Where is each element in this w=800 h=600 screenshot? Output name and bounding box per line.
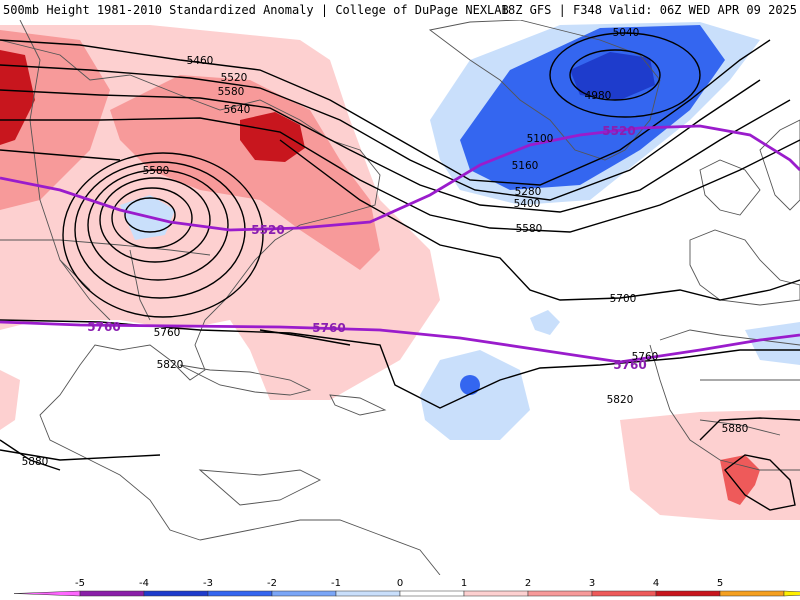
reference-contours <box>0 124 800 364</box>
colorbar-swatch <box>335 590 401 597</box>
reference-contour-label: 5760 <box>312 321 345 335</box>
colorbar-tick-label: -4 <box>139 578 149 589</box>
colorbar-tick-labels: -5 -4 -3 -2 -1 0 1 2 3 4 5 <box>75 578 723 589</box>
reference-label-layer: 5520 5520 5760 5760 5760 <box>87 124 646 372</box>
positive-anomaly-shading <box>0 25 800 520</box>
colorbar-tick-label: 1 <box>461 578 467 589</box>
contour-label: 5880 <box>22 456 49 468</box>
colorbar-tick-label: 5 <box>717 578 723 589</box>
contour-label: 5280 <box>515 186 542 198</box>
colorbar-swatch <box>207 590 273 597</box>
colorbar-swatch <box>399 590 465 597</box>
colorbar-tick-label: 2 <box>525 578 531 589</box>
map-header: 500mb Height 1981-2010 Standardized Anom… <box>0 0 800 20</box>
contour-label: 5580 <box>143 165 170 177</box>
colorbar-tick-label: -1 <box>331 578 341 589</box>
contour-label: 5460 <box>187 55 214 67</box>
contour-label: 5040 <box>613 27 640 39</box>
contour-label: 5640 <box>224 104 251 116</box>
colorbar-swatch <box>143 590 209 597</box>
colorbar-swatch <box>719 590 785 597</box>
contour-label: 5520 <box>221 72 248 84</box>
map-title: 500mb Height 1981-2010 Standardized Anom… <box>3 3 509 17</box>
contour-label: 5700 <box>610 293 637 305</box>
contour-label: 5820 <box>607 394 634 406</box>
negative-anomaly-shading <box>120 22 800 440</box>
colorbar-swatch <box>527 590 593 597</box>
colorbar-tick-label: 0 <box>397 578 403 589</box>
colorbar-swatches <box>13 590 800 597</box>
colorbar: -5 -4 -3 -2 -1 0 1 2 3 4 5 <box>13 578 800 597</box>
reference-contour-label: 5520 <box>251 223 284 237</box>
colorbar-tick-label: 4 <box>653 578 659 589</box>
reference-contour-label: 5760 <box>613 358 646 372</box>
contour-label: 5820 <box>157 359 184 371</box>
colorbar-tick-label: 3 <box>589 578 595 589</box>
contour-label: 5160 <box>512 160 539 172</box>
anomaly-map: 5040 4980 5460 5520 5580 5640 5580 5100 … <box>0 20 800 575</box>
model-run-info: 18Z GFS | F348 Valid: 06Z WED APR 09 202… <box>500 3 797 17</box>
colorbar-tick-label: -3 <box>203 578 213 589</box>
contour-label: 5760 <box>632 351 659 363</box>
contour-label: 5580 <box>516 223 543 235</box>
reference-contour-label: 5520 <box>602 124 635 138</box>
colorbar-swatch <box>783 590 800 597</box>
colorbar-swatch <box>655 590 721 597</box>
contour-label: 5580 <box>218 86 245 98</box>
colorbar-tick-label: -5 <box>75 578 85 589</box>
contour-label: 5880 <box>722 423 749 435</box>
colorbar-swatch <box>79 590 145 597</box>
height-contours <box>0 32 800 511</box>
contour-label: 5400 <box>514 198 541 210</box>
colorbar-swatch <box>591 590 657 597</box>
contour-label: 4980 <box>585 90 612 102</box>
contour-label: 5760 <box>154 327 181 339</box>
contour-label: 5100 <box>527 133 554 145</box>
reference-contour-label: 5760 <box>87 320 120 334</box>
colorbar-swatch <box>271 590 337 597</box>
contour-label-layer: 5040 4980 5460 5520 5580 5640 5580 5100 … <box>22 27 749 468</box>
colorbar-swatch <box>463 590 529 597</box>
colorbar-tick-label: -2 <box>267 578 277 589</box>
colorbar-swatch <box>13 590 81 597</box>
